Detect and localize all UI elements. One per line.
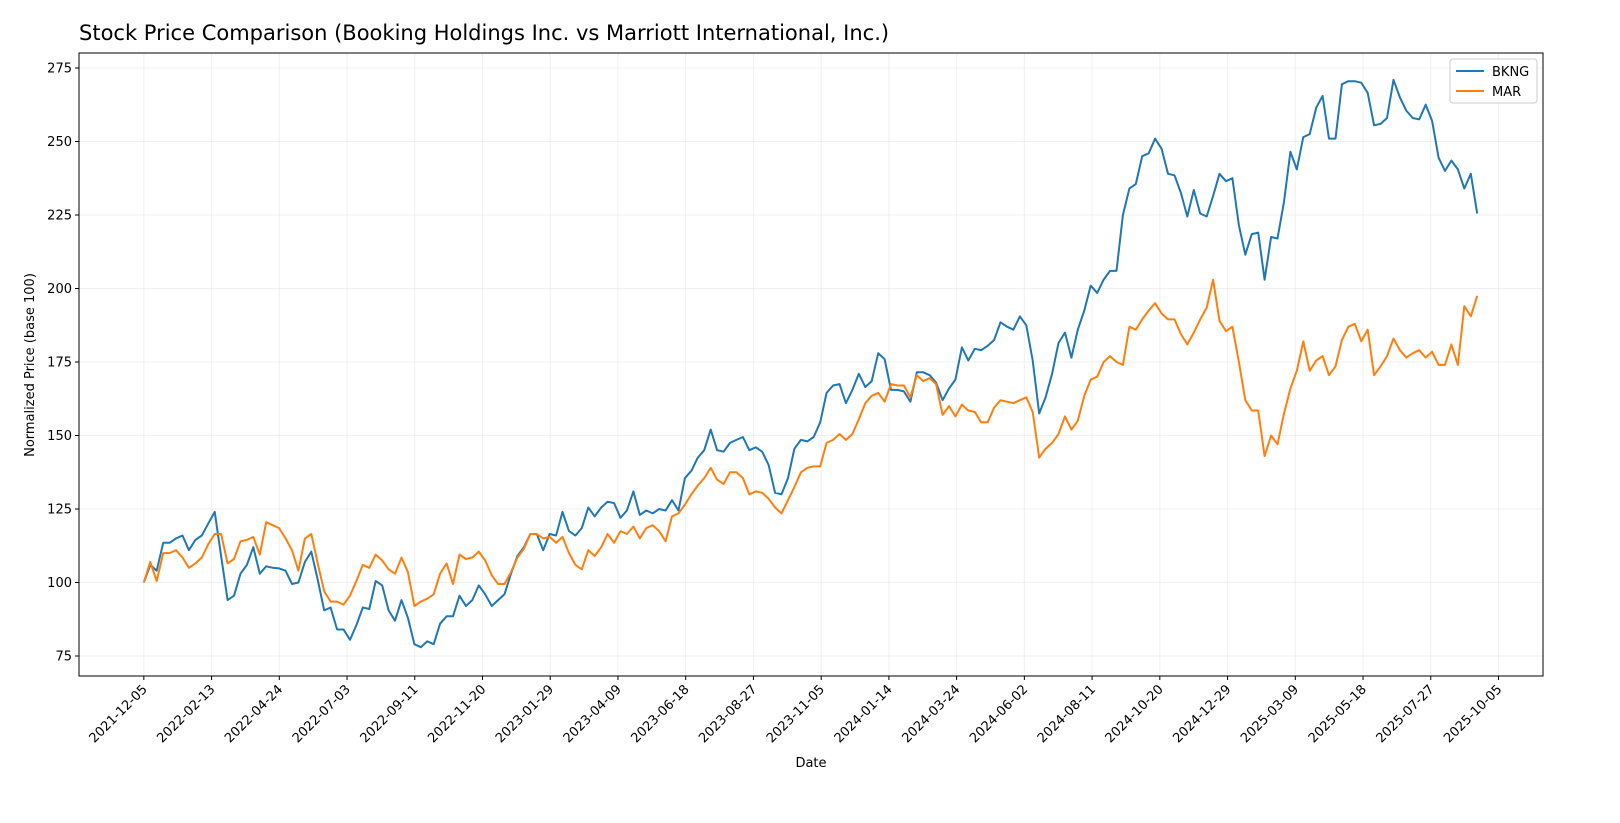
plot-frame bbox=[78, 52, 1544, 677]
x-tick-label: 2022-07-03 bbox=[290, 682, 354, 746]
legend-label-mar: MAR bbox=[1492, 85, 1521, 100]
x-tick-label: 2025-10-05 bbox=[1441, 682, 1505, 746]
x-tick-label: 2023-06-18 bbox=[628, 682, 692, 746]
x-tick-label: 2023-08-27 bbox=[696, 682, 760, 746]
x-tick-label: 2024-10-20 bbox=[1103, 682, 1167, 746]
x-tick-label: 2023-11-05 bbox=[764, 682, 828, 746]
x-tick-label: 2022-11-20 bbox=[425, 682, 489, 746]
x-tick-label: 2025-07-27 bbox=[1374, 682, 1438, 746]
y-tick-label: 200 bbox=[47, 282, 72, 297]
y-tick-label: 150 bbox=[47, 429, 72, 444]
legend-label-bkng: BKNG bbox=[1492, 65, 1529, 80]
chart-title: Stock Price Comparison (Booking Holdings… bbox=[79, 21, 889, 45]
x-tick-label: 2025-03-09 bbox=[1238, 682, 1302, 746]
legend: BKNG MAR bbox=[1449, 58, 1538, 104]
x-tick-label: 2024-12-29 bbox=[1170, 682, 1234, 746]
y-tick-label: 175 bbox=[47, 356, 72, 371]
x-tick-label: 2022-04-24 bbox=[222, 682, 286, 746]
x-tick-label: 2021-12-05 bbox=[87, 682, 151, 746]
y-tick-label: 100 bbox=[47, 576, 72, 591]
x-tick-label: 2025-05-18 bbox=[1306, 682, 1370, 746]
x-tick-label: 2024-01-14 bbox=[832, 682, 896, 746]
x-tick-label: 2023-04-09 bbox=[561, 682, 625, 746]
x-tick-label: 2024-08-11 bbox=[1035, 682, 1099, 746]
series-line-bkng bbox=[142, 78, 1479, 649]
x-tick-label: 2022-02-13 bbox=[154, 682, 218, 746]
y-axis-label: Normalized Price (base 100) bbox=[23, 273, 38, 457]
series-lines bbox=[142, 78, 1479, 649]
y-tick-label: 250 bbox=[47, 135, 72, 150]
x-axis-ticks: 2021-12-05 2022-02-13 2022-04-24 2022-07-03… bbox=[87, 676, 1505, 746]
x-axis-label: Date bbox=[795, 756, 826, 771]
y-tick-label: 125 bbox=[47, 503, 72, 518]
y-axis-ticks: 75 100 125 150 175 200 225 250 275 bbox=[47, 61, 79, 665]
x-tick-label: 2022-09-11 bbox=[358, 682, 422, 746]
y-tick-label: 225 bbox=[47, 208, 72, 223]
y-tick-label: 275 bbox=[47, 61, 72, 76]
grid-lines bbox=[79, 53, 1543, 676]
y-tick-label: 75 bbox=[55, 650, 72, 665]
x-tick-label: 2023-01-29 bbox=[493, 682, 557, 746]
x-tick-label: 2024-06-02 bbox=[967, 682, 1031, 746]
x-tick-label: 2024-03-24 bbox=[899, 682, 963, 746]
series-line-mar bbox=[142, 278, 1479, 607]
